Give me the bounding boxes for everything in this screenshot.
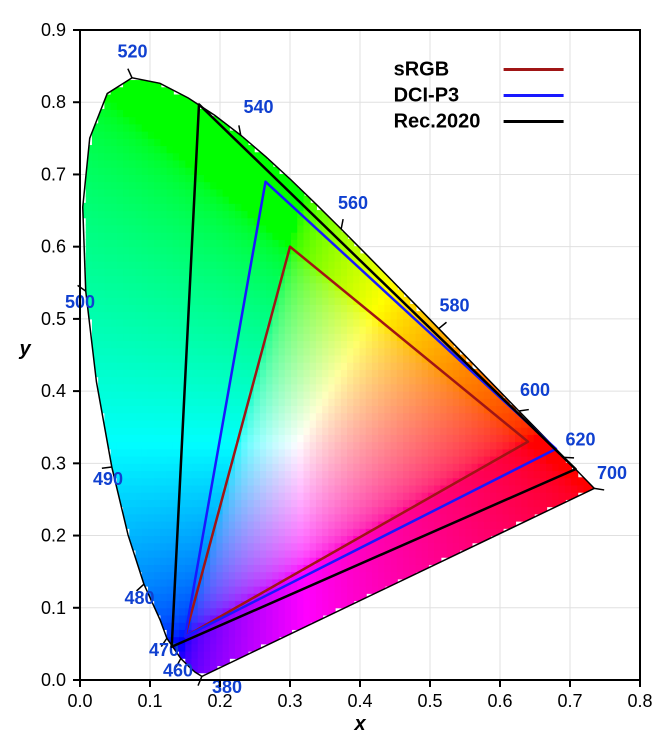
ytick-label: 0.6 (41, 237, 66, 257)
ylabel: y (18, 338, 31, 360)
ytick-label: 0.5 (41, 309, 66, 329)
legend-label: Rec.2020 (394, 111, 481, 133)
xtick-label: 0.5 (417, 691, 442, 711)
chromaticity-chart: 3804604704804905005205405605806006207000… (0, 0, 671, 749)
ytick-label: 0.2 (41, 526, 66, 546)
ytick-label: 0.1 (41, 598, 66, 618)
ytick-label: 0.7 (41, 164, 66, 184)
xtick-label: 0.1 (137, 691, 162, 711)
xlabel: x (353, 713, 366, 735)
wavelength-label: 700 (597, 463, 627, 483)
wavelength-label: 620 (565, 429, 595, 449)
legend-label: DCI-P3 (394, 85, 460, 107)
wavelength-label: 580 (439, 296, 469, 316)
legend-label: sRGB (394, 59, 450, 81)
wavelength-label: 520 (117, 41, 147, 61)
xtick-label: 0.0 (67, 691, 92, 711)
ytick-label: 0.8 (41, 92, 66, 112)
wavelength-label: 460 (163, 660, 193, 680)
xtick-label: 0.8 (627, 691, 652, 711)
ytick-label: 0.4 (41, 381, 66, 401)
xtick-label: 0.6 (487, 691, 512, 711)
wavelength-label: 600 (520, 380, 550, 400)
wavelength-label: 490 (93, 469, 123, 489)
xtick-label: 0.2 (207, 691, 232, 711)
wavelength-label: 540 (243, 97, 273, 117)
xtick-label: 0.4 (347, 691, 372, 711)
xtick-label: 0.3 (277, 691, 302, 711)
xtick-label: 0.7 (557, 691, 582, 711)
wavelength-label: 470 (149, 640, 179, 660)
ytick-label: 0.0 (41, 670, 66, 690)
wavelength-label: 480 (124, 588, 154, 608)
ytick-label: 0.3 (41, 453, 66, 473)
wavelength-label: 560 (338, 193, 368, 213)
ytick-label: 0.9 (41, 20, 66, 40)
